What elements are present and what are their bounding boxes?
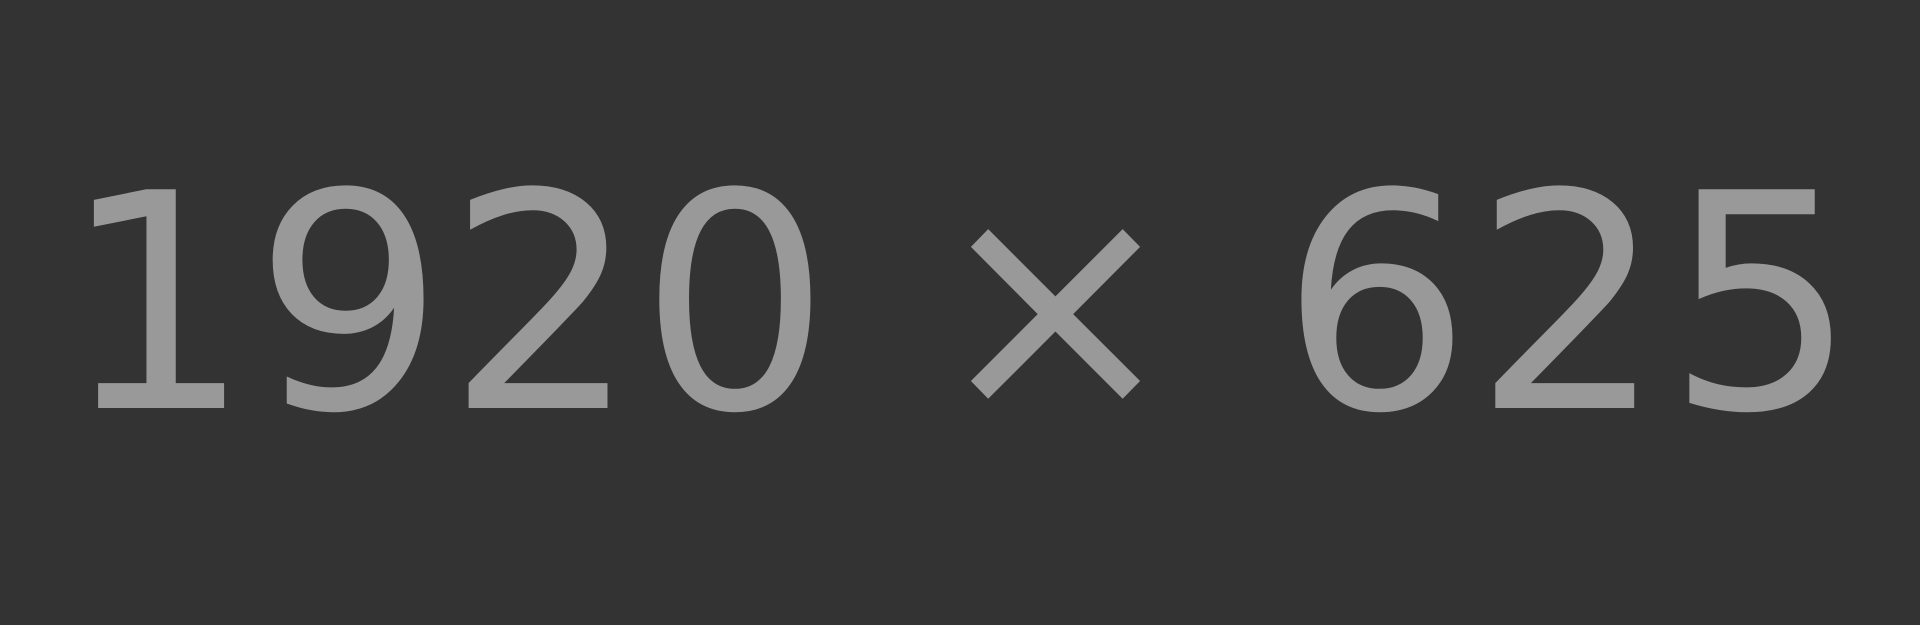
dimensions-label: 1920 × 625 [60, 129, 1860, 479]
